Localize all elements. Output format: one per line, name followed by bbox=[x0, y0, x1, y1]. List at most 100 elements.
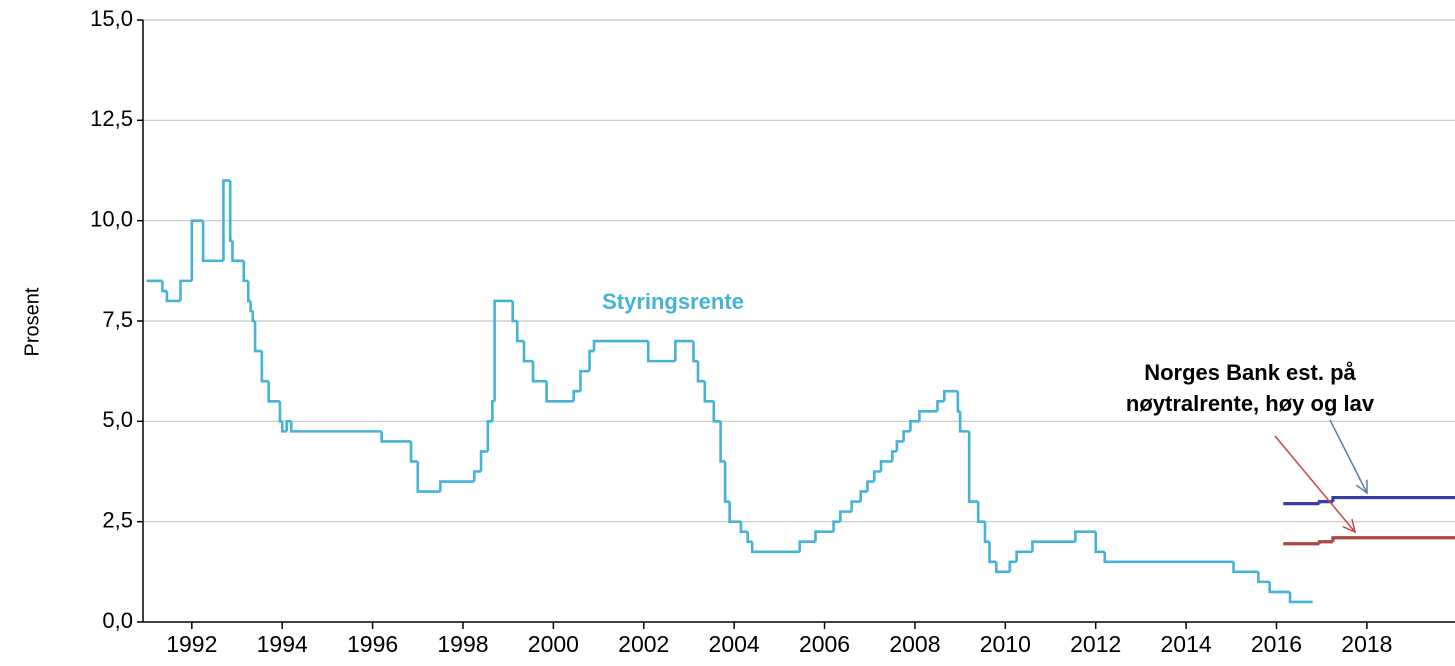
line-step bbox=[545, 381, 574, 403]
line-step bbox=[1103, 551, 1234, 564]
line-step bbox=[522, 341, 534, 363]
line-step bbox=[380, 431, 412, 443]
line-step bbox=[572, 389, 581, 402]
line-step bbox=[251, 310, 256, 323]
line-step bbox=[1288, 591, 1313, 604]
x-tick-label: 1996 bbox=[347, 631, 398, 657]
line-step bbox=[493, 299, 513, 402]
line-step bbox=[859, 490, 868, 502]
line-step bbox=[1317, 540, 1333, 544]
line-step bbox=[486, 420, 493, 452]
line-step bbox=[739, 521, 748, 533]
annotation: nøytralrente, høy og lav bbox=[1126, 391, 1375, 416]
line-step bbox=[511, 300, 518, 323]
y-tick-label: 12,5 bbox=[90, 106, 133, 131]
line-step bbox=[976, 501, 985, 523]
line-step bbox=[967, 431, 979, 503]
line-step bbox=[895, 440, 904, 452]
x-tick-label: 1992 bbox=[166, 631, 217, 657]
line-step bbox=[1317, 500, 1333, 504]
line-step bbox=[728, 501, 741, 523]
y-tick-label: 15,0 bbox=[90, 6, 133, 31]
x-tick-label: 2002 bbox=[618, 631, 669, 657]
line-step bbox=[723, 461, 730, 503]
y-tick-label: 10,0 bbox=[90, 206, 133, 231]
line-step bbox=[936, 399, 945, 412]
line-step bbox=[247, 280, 251, 303]
line-step bbox=[1331, 495, 1455, 502]
line-step bbox=[472, 470, 482, 482]
x-tick-label: 2008 bbox=[889, 631, 940, 657]
line-step bbox=[588, 349, 595, 372]
line-step bbox=[242, 260, 249, 283]
line-step bbox=[850, 500, 861, 512]
line-step bbox=[798, 540, 816, 552]
line-step bbox=[719, 421, 726, 463]
y-tick-label: 2,5 bbox=[102, 507, 133, 532]
line-step bbox=[161, 280, 167, 293]
line-step bbox=[891, 450, 897, 462]
line-step bbox=[696, 361, 705, 383]
line-step bbox=[260, 351, 269, 383]
line-step bbox=[201, 220, 224, 263]
line-step bbox=[190, 219, 204, 281]
line-step bbox=[592, 339, 649, 352]
y-tick-label: 0,0 bbox=[102, 608, 133, 633]
line-step bbox=[479, 450, 488, 472]
line-step bbox=[750, 541, 800, 554]
line-step bbox=[909, 420, 920, 432]
x-tick-label: 2006 bbox=[799, 631, 850, 657]
series-label: Styringsrente bbox=[602, 289, 744, 314]
line-step bbox=[1031, 540, 1076, 552]
line-step bbox=[1074, 530, 1096, 542]
line-step bbox=[278, 401, 283, 423]
line-step bbox=[988, 541, 997, 564]
line-step bbox=[674, 339, 694, 362]
line-step bbox=[228, 180, 233, 243]
line-step bbox=[280, 421, 287, 433]
x-tick-label: 2014 bbox=[1161, 631, 1212, 657]
y-tick-label: 7,5 bbox=[102, 307, 133, 332]
line-step bbox=[222, 179, 231, 261]
x-tick-label: 2010 bbox=[980, 631, 1031, 657]
line-step bbox=[1015, 550, 1033, 562]
line-step bbox=[249, 300, 253, 313]
line-step bbox=[879, 460, 893, 472]
line-step bbox=[832, 520, 841, 532]
line-step bbox=[872, 470, 882, 482]
x-tick-label: 2000 bbox=[528, 631, 579, 657]
line-step bbox=[746, 531, 753, 544]
line-step bbox=[994, 561, 1010, 574]
line-step bbox=[515, 321, 524, 343]
x-tick-label: 2012 bbox=[1070, 631, 1121, 657]
line-step bbox=[1008, 560, 1017, 572]
line-step bbox=[1257, 571, 1270, 584]
line-step bbox=[1232, 561, 1259, 574]
line-step bbox=[579, 369, 590, 392]
line-step bbox=[956, 391, 961, 413]
line-step bbox=[943, 389, 958, 402]
line-step bbox=[285, 420, 292, 432]
line-step bbox=[692, 341, 698, 363]
line-step bbox=[866, 480, 875, 492]
line-step bbox=[267, 381, 280, 403]
x-tick-label: 1998 bbox=[437, 631, 488, 657]
x-tick-label: 2016 bbox=[1251, 631, 1302, 657]
line-step bbox=[839, 510, 852, 522]
line-step bbox=[416, 461, 441, 493]
line-step bbox=[983, 521, 990, 544]
line-step bbox=[703, 381, 714, 403]
line-step bbox=[491, 399, 495, 422]
line-step bbox=[165, 290, 181, 303]
line-step bbox=[179, 279, 192, 301]
line-step bbox=[712, 401, 721, 423]
arrow bbox=[1274, 435, 1355, 532]
line-step bbox=[902, 430, 911, 442]
line-step bbox=[958, 411, 970, 433]
line-step bbox=[1331, 536, 1455, 542]
x-tick-label: 1994 bbox=[257, 631, 308, 657]
line-step bbox=[253, 321, 262, 353]
y-axis-label: Prosent bbox=[21, 287, 43, 356]
y-tick-label: 5,0 bbox=[102, 407, 133, 432]
